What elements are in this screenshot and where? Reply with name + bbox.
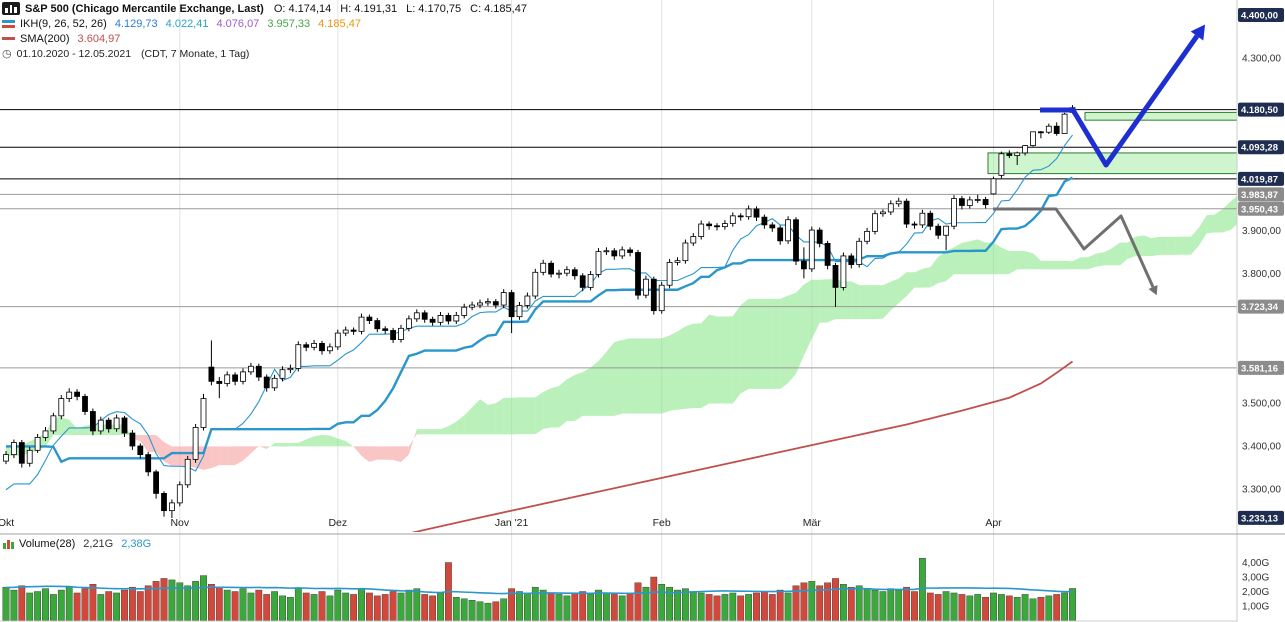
price-badge <box>1238 140 1284 155</box>
volume-current: 2,21G <box>83 538 114 550</box>
price-badge <box>1238 360 1284 375</box>
clock-icon: ◷ <box>2 48 12 60</box>
x-axis-month-label: Mär <box>803 517 822 529</box>
bearish-projection-arrow[interactable] <box>993 207 1155 288</box>
sma200-line <box>411 360 1074 532</box>
x-axis-month-label: Jan '21 <box>495 517 529 529</box>
x-axis-month-label: Okt <box>0 517 14 529</box>
price-tick-label: 3.500,00 <box>1242 398 1281 409</box>
tenkan-line <box>5 134 1073 491</box>
price-badge <box>1238 510 1284 525</box>
price-tick-label: 3.900,00 <box>1242 226 1281 237</box>
tenkan-value: 4.129,73 <box>114 17 158 30</box>
range-row: ◷ 01.10.2020 - 12.05.2021 (CDT, 7 Monate… <box>2 46 536 61</box>
low-value: L: 4.170,75 <box>406 2 462 15</box>
high-value: H: 4.191,31 <box>340 2 398 15</box>
price-badge <box>1238 102 1284 117</box>
sma-icon <box>2 37 15 40</box>
volume-panel <box>2 557 1076 621</box>
ikh-label: IKH(9, 26, 52, 26) <box>20 17 107 30</box>
ikh-icon <box>2 19 15 28</box>
volume-legend: Volume(28) 2,21G 2,38G <box>3 538 151 550</box>
price-badge-label: 4.180,50 <box>1241 105 1278 116</box>
ichimoku-cloud <box>6 195 1237 470</box>
price-badge <box>1238 171 1284 186</box>
chart-legend: S&P 500 (Chicago Mercantile Exchange, La… <box>2 1 536 61</box>
sma-row: SMA(200) 3.604,97 <box>2 31 536 46</box>
date-range: 01.10.2020 - 12.05.2021 <box>16 47 132 60</box>
ikh-values: 4.129,73 4.022,41 4.076,07 3.957,33 4.185,47 <box>107 18 361 30</box>
price-badge-label: 4.019,87 <box>1241 174 1278 185</box>
ikh-row: IKH(9, 26, 52, 26) 4.129,73 4.022,41 4.076… <box>2 16 536 31</box>
x-axis-month-label: Dez <box>328 517 347 529</box>
volume-average: 2,38G <box>121 538 152 550</box>
price-tick-label: 3.300,00 <box>1242 485 1281 496</box>
support-zone[interactable] <box>1084 111 1237 121</box>
volume-label: Volume(28) <box>19 538 76 550</box>
price-tick-label: 3.400,00 <box>1242 441 1281 452</box>
volume-tick-label: 1,00G <box>1242 602 1269 613</box>
app-logo <box>2 2 20 15</box>
price-badge-label: 3.723,34 <box>1241 302 1279 313</box>
bearish-projection-arrow-head <box>1148 284 1158 296</box>
price-panel <box>0 24 1237 532</box>
open-value: O: 4.174,14 <box>273 2 332 15</box>
price-badge-label: 3.983,87 <box>1241 190 1278 201</box>
volume-ma-line <box>5 585 1073 595</box>
chikou-value: 4.185,47 <box>318 17 361 30</box>
x-axis-month-label: Feb <box>653 517 671 529</box>
level-lines <box>0 109 1237 369</box>
close-value: C: 4.185,47 <box>470 2 527 15</box>
bullish-projection-arrow[interactable] <box>1040 34 1200 168</box>
volume-tick-label: 2,00G <box>1242 587 1269 598</box>
price-tick-label: 4.300,00 <box>1242 54 1281 65</box>
price-badge-label: 3.950,43 <box>1241 204 1278 215</box>
price-badge <box>1238 201 1284 216</box>
price-badge <box>1238 299 1284 314</box>
sma-label: SMA(200) <box>20 32 70 45</box>
sma-value: 3.604,97 <box>77 32 121 45</box>
volume-tick-label: 3,00G <box>1242 573 1269 584</box>
x-axis-month-label: Apr <box>985 517 1002 529</box>
candles-layer <box>3 105 1076 518</box>
kijun-line <box>6 176 1074 464</box>
kijun-value: 4.022,41 <box>165 17 209 30</box>
senkou-b-value: 3.957,33 <box>267 17 311 30</box>
volume-icon <box>3 539 14 549</box>
volume-tick-label: 4,00G <box>1242 558 1269 569</box>
bullish-projection-arrow-head <box>1190 24 1206 41</box>
timeframe: (CDT, 7 Monate, 1 Tag) <box>141 47 250 60</box>
price-badge <box>1238 7 1284 22</box>
symbol-title: S&P 500 (Chicago Mercantile Exchange, La… <box>25 2 264 15</box>
price-badge-label: 3.233,13 <box>1241 513 1278 524</box>
price-badge-label: 4.093,28 <box>1241 143 1278 154</box>
price-badge <box>1238 187 1284 202</box>
price-badge-label: 3.581,16 <box>1241 363 1278 374</box>
price-tick-label: 3.800,00 <box>1242 269 1281 280</box>
senkou-a-value: 4.076,07 <box>216 17 260 30</box>
instrument-row: S&P 500 (Chicago Mercantile Exchange, La… <box>2 1 536 16</box>
x-axis-month-label: Nov <box>170 517 189 529</box>
price-badge-label: 4.400,00 <box>1241 10 1278 21</box>
